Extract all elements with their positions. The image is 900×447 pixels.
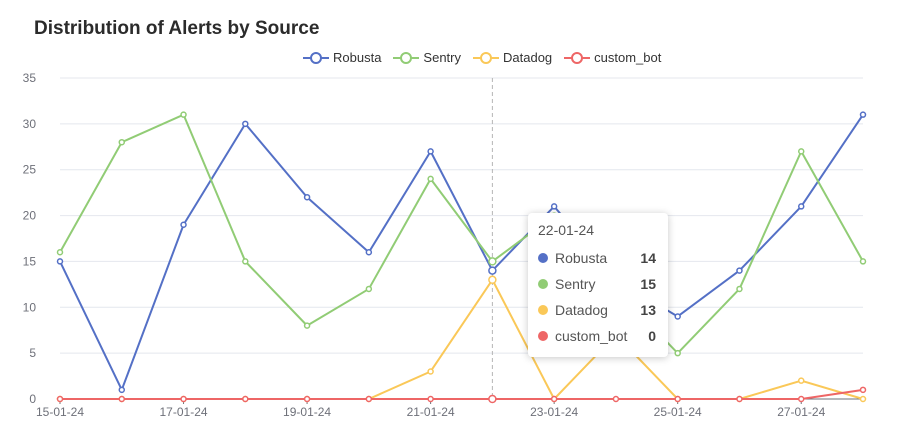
y-tick-label: 25 [23, 163, 37, 177]
chart-title: Distribution of Alerts by Source [34, 18, 320, 39]
data-point-robusta [303, 193, 311, 201]
data-point-sentry [56, 249, 64, 256]
x-tick-label: 21-01-24 [407, 405, 455, 419]
x-tick-label: 27-01-24 [777, 405, 825, 419]
legend-custom-bot-icon [564, 51, 591, 64]
y-tick-label: 15 [23, 254, 37, 268]
data-point-sentry [859, 258, 867, 265]
data-point-custom-bot [180, 395, 187, 403]
tooltip-row: Sentry 15 [538, 271, 656, 297]
tooltip-series-name: Robusta [555, 250, 608, 266]
tooltip-value: 13 [640, 302, 656, 318]
y-tick-label: 35 [23, 71, 37, 85]
data-point-custom-bot [550, 395, 558, 403]
data-point-datadog [427, 368, 434, 375]
legend-item-custom-bot[interactable]: custom_bot [564, 50, 661, 65]
series-line-datadog [60, 278, 864, 400]
data-point-custom-bot [56, 395, 64, 403]
legend-item-datadog[interactable]: Datadog [473, 50, 552, 65]
y-tick-label: 5 [29, 346, 36, 360]
data-point-sentry [303, 322, 311, 329]
data-point-custom-bot [242, 395, 249, 403]
chart-legend: Robusta Sentry Datadog custom_bot [303, 50, 661, 65]
data-point-custom-bot [427, 395, 434, 403]
data-point-custom-bot [674, 395, 681, 403]
data-point-custom-bot [365, 395, 373, 403]
tooltip-series-name: Datadog [555, 302, 608, 318]
x-tick-label: 17-01-24 [160, 405, 208, 419]
data-point-sentry [797, 148, 805, 155]
data-point-sentry [365, 285, 373, 293]
legend-label: Datadog [503, 50, 553, 65]
tooltip-dot-icon [538, 253, 548, 263]
data-point-robusta [365, 249, 373, 256]
data-point-custom-bot [612, 395, 620, 403]
data-point-sentry [242, 258, 249, 265]
data-point-robusta [859, 111, 867, 118]
tooltip-dot-icon [538, 331, 548, 341]
tooltip-series-name: custom_bot [555, 328, 628, 344]
tooltip-series-name: Sentry [555, 276, 596, 292]
tooltip-title: 22-01-24 [538, 222, 595, 238]
data-point-robusta [118, 386, 126, 394]
tooltip-row: Robusta 14 [538, 245, 656, 271]
data-point-custom-bot [797, 395, 805, 403]
legend-robusta-icon [303, 51, 329, 64]
tooltip-value: 14 [640, 250, 656, 266]
data-point-robusta [550, 203, 558, 210]
data-point-robusta [242, 120, 249, 128]
data-point-robusta [180, 221, 187, 228]
data-point-datadog [797, 377, 805, 384]
data-point-robusta [797, 203, 805, 210]
data-point-sentry [180, 111, 187, 118]
tooltip-value: 15 [640, 276, 656, 292]
legend-datadog-icon [473, 51, 499, 64]
chart-tooltip: 22-01-24 Robusta 14 Sentry 15 Datadog 13… [528, 213, 668, 357]
y-tick-label: 20 [23, 209, 37, 223]
data-point-custom-bot [488, 394, 497, 404]
tooltip-dot-icon [538, 305, 548, 315]
data-point-datadog [488, 275, 497, 285]
data-point-sentry [488, 257, 497, 266]
legend-item-sentry[interactable]: Sentry [393, 50, 461, 65]
y-tick-label: 0 [29, 392, 36, 406]
data-point-robusta [56, 258, 64, 265]
data-point-sentry [736, 285, 743, 293]
data-point-custom-bot [303, 395, 311, 403]
data-point-sentry [118, 138, 126, 146]
legend-label: Sentry [423, 50, 461, 65]
data-point-sentry [674, 349, 681, 357]
tooltip-row: Datadog 13 [538, 297, 656, 323]
series-line-sentry [59, 113, 864, 355]
data-point-robusta [488, 266, 497, 275]
data-point-robusta [674, 313, 681, 320]
data-point-datadog [859, 395, 867, 403]
y-tick-label: 30 [23, 117, 37, 131]
tooltip-dot-icon [538, 279, 548, 289]
y-tick-label: 10 [23, 300, 37, 314]
legend-label: custom_bot [594, 50, 662, 65]
data-point-sentry [427, 175, 434, 183]
data-point-robusta [427, 148, 434, 155]
tooltip-value: 0 [648, 328, 656, 344]
x-tick-label: 25-01-24 [654, 405, 702, 419]
data-point-custom-bot [118, 395, 126, 403]
legend-label: Robusta [333, 50, 382, 65]
data-point-custom-bot [736, 395, 743, 403]
x-tick-label: 19-01-24 [283, 405, 331, 419]
series-line-custom-bot [60, 388, 864, 400]
data-point-custom-bot [859, 386, 867, 394]
legend-sentry-icon [393, 51, 420, 64]
x-tick-label: 15-01-24 [36, 405, 84, 419]
x-tick-label: 23-01-24 [530, 405, 578, 419]
data-point-robusta [736, 267, 743, 274]
tooltip-row: custom_bot 0 [538, 323, 656, 349]
legend-item-robusta[interactable]: Robusta [303, 50, 381, 65]
series-line-robusta [59, 114, 864, 391]
